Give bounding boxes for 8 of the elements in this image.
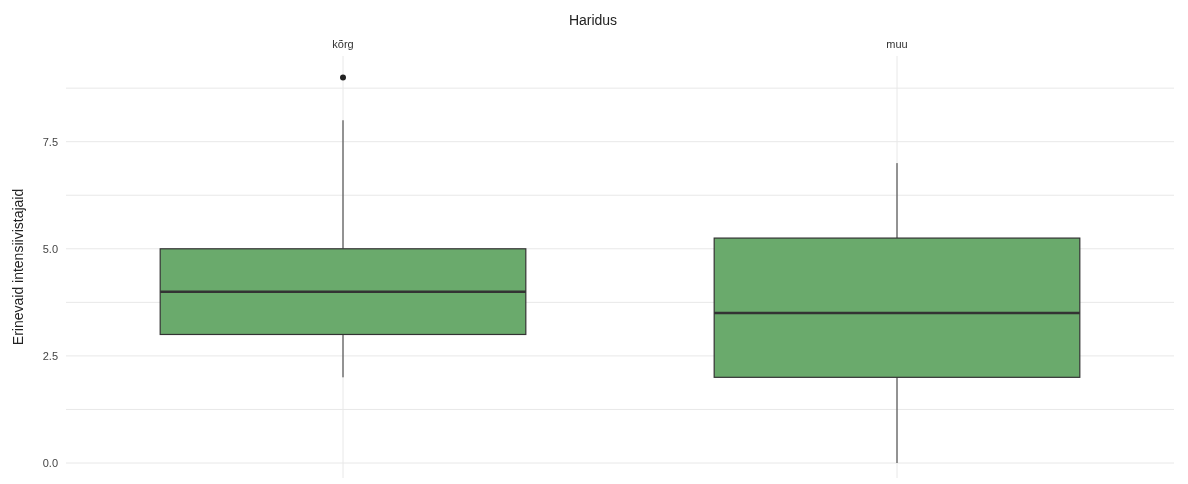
x-tick-label: kõrg [332, 38, 354, 50]
y-axis-title: Erinevaid intensiivistajaid [9, 188, 26, 346]
x-tick-label: muu [886, 38, 908, 50]
y-tick-label: 7.5 [42, 135, 58, 148]
chart-title: Haridus [567, 11, 619, 30]
y-tick-label: 2.5 [42, 349, 58, 362]
y-tick-label: 0.0 [42, 456, 58, 469]
y-tick-label: 5.0 [42, 242, 58, 255]
